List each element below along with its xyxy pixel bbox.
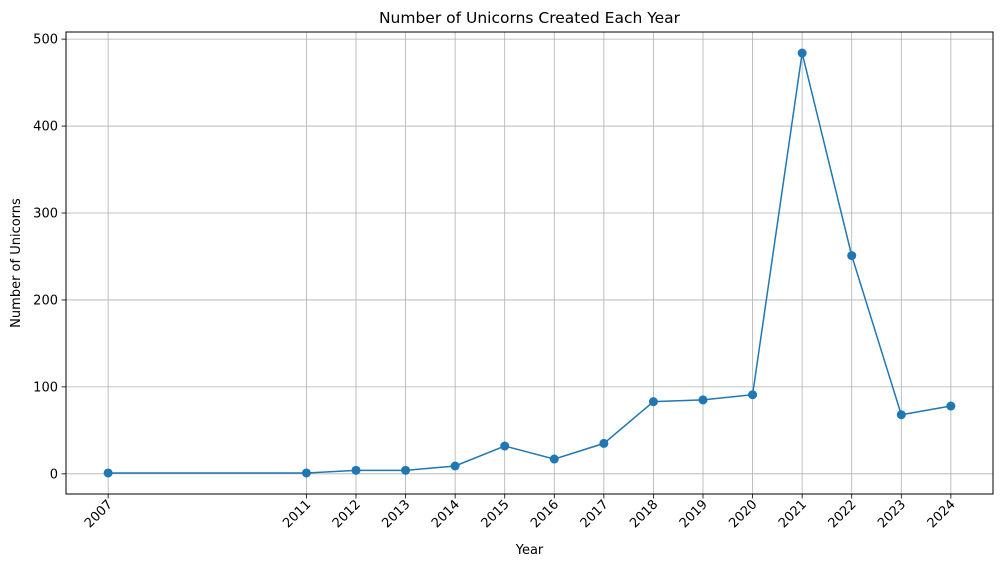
data-point	[401, 465, 411, 475]
data-point	[450, 461, 460, 471]
data-point	[351, 465, 361, 475]
data-point	[301, 468, 311, 478]
data-point	[698, 395, 708, 405]
data-point	[549, 454, 559, 464]
chart-title: Number of Unicorns Created Each Year	[379, 9, 681, 27]
data-point	[847, 251, 857, 261]
data-point	[500, 441, 510, 451]
data-point	[946, 401, 956, 411]
y-tick-label: 100	[33, 380, 58, 395]
plot-frame	[65, 31, 994, 495]
data-point	[103, 468, 113, 478]
series-layer	[103, 48, 956, 478]
y-tick-label: 0	[50, 467, 58, 482]
y-axis-title: Number of Unicorns	[9, 198, 24, 328]
y-tick-label: 500	[33, 33, 58, 48]
data-point	[797, 48, 807, 58]
y-tick-label: 200	[33, 293, 58, 308]
y-axis-ticks: 0 100 200 300 400 500	[33, 33, 66, 482]
data-point	[648, 397, 658, 407]
data-point	[599, 438, 609, 448]
data-point	[748, 390, 758, 400]
y-tick-label: 400	[33, 120, 58, 135]
y-tick-label: 300	[33, 207, 58, 222]
x-axis-title: Year	[515, 543, 544, 558]
data-point	[896, 410, 906, 420]
